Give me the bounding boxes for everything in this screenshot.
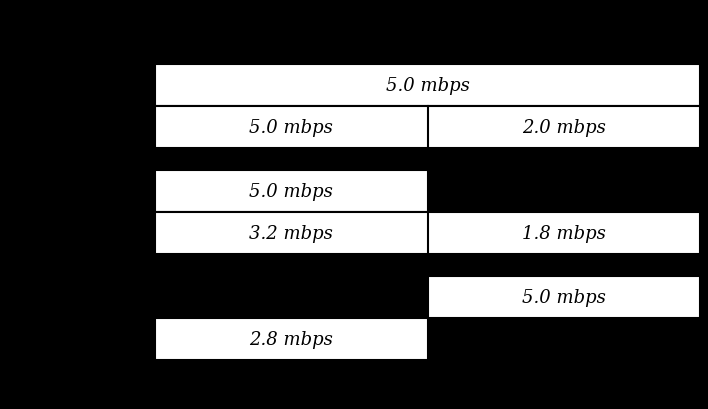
- Text: 1.8 mbps: 1.8 mbps: [522, 225, 605, 243]
- Text: 5.0 mbps: 5.0 mbps: [249, 119, 333, 137]
- Text: 2.0 mbps: 2.0 mbps: [522, 119, 605, 137]
- Bar: [155, 213, 700, 254]
- Text: 5.0 mbps: 5.0 mbps: [249, 182, 333, 200]
- Text: 5.0 mbps: 5.0 mbps: [522, 288, 605, 306]
- Text: 3.2 mbps: 3.2 mbps: [249, 225, 333, 243]
- Bar: [155, 171, 428, 213]
- Bar: [155, 107, 700, 148]
- Text: 2.8 mbps: 2.8 mbps: [249, 330, 333, 348]
- Bar: [155, 318, 428, 360]
- Bar: [155, 65, 700, 107]
- Text: 5.0 mbps: 5.0 mbps: [386, 77, 469, 95]
- Bar: [428, 276, 700, 318]
